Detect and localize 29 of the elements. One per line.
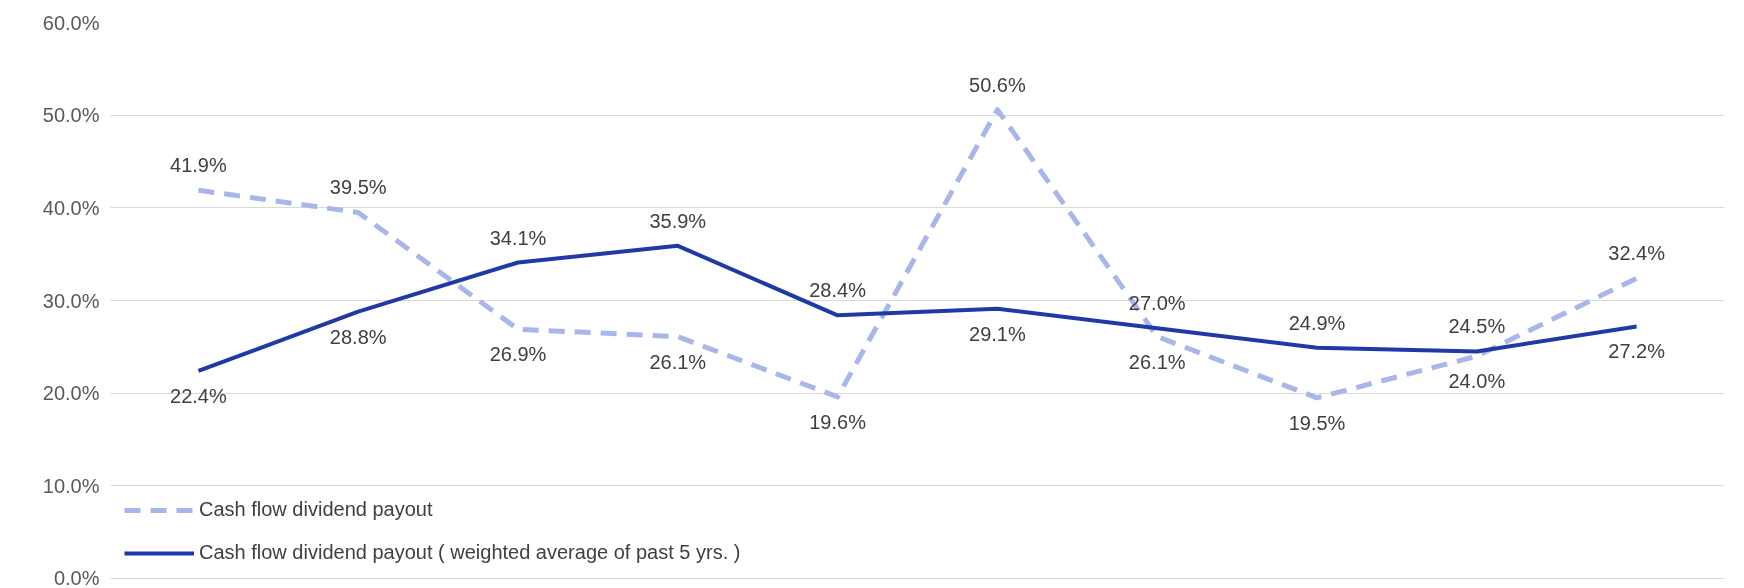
- data-label: 32.4%: [1608, 242, 1666, 265]
- data-label: 27.2%: [1608, 340, 1666, 363]
- data-label: 41.9%: [170, 154, 227, 177]
- y-tick-label: 30.0%: [42, 289, 100, 312]
- data-label: 19.5%: [1288, 411, 1346, 434]
- data-label: 26.1%: [649, 350, 707, 373]
- y-tick-label: 0.0%: [53, 566, 100, 588]
- data-label: 28.4%: [809, 279, 867, 302]
- data-label: 24.0%: [1448, 370, 1506, 393]
- y-tick-label: 20.0%: [42, 382, 100, 405]
- data-label: 19.6%: [809, 410, 867, 433]
- y-tick-label: 40.0%: [42, 196, 100, 219]
- y-tick-label: 50.0%: [42, 104, 100, 127]
- y-tick-label: 60.0%: [42, 11, 100, 34]
- data-label: 24.9%: [1288, 311, 1346, 334]
- y-tick-label: 10.0%: [42, 474, 100, 497]
- legend-label: Cash flow dividend payout: [199, 498, 433, 521]
- data-label: 26.1%: [1128, 350, 1186, 373]
- data-label: 35.9%: [649, 209, 707, 232]
- data-label: 29.1%: [969, 322, 1026, 345]
- data-label: 24.5%: [1448, 315, 1506, 338]
- data-label: 28.8%: [329, 325, 387, 348]
- data-label: 50.6%: [969, 73, 1026, 96]
- legend-label: Cash flow dividend payout ( weighted average of past 5 yrs. ): [199, 541, 741, 564]
- data-label: 39.5%: [329, 176, 387, 199]
- data-label: 34.1%: [489, 226, 547, 249]
- data-label: 27.0%: [1128, 292, 1186, 315]
- data-label: 22.4%: [170, 384, 227, 407]
- data-label: 26.9%: [489, 343, 547, 366]
